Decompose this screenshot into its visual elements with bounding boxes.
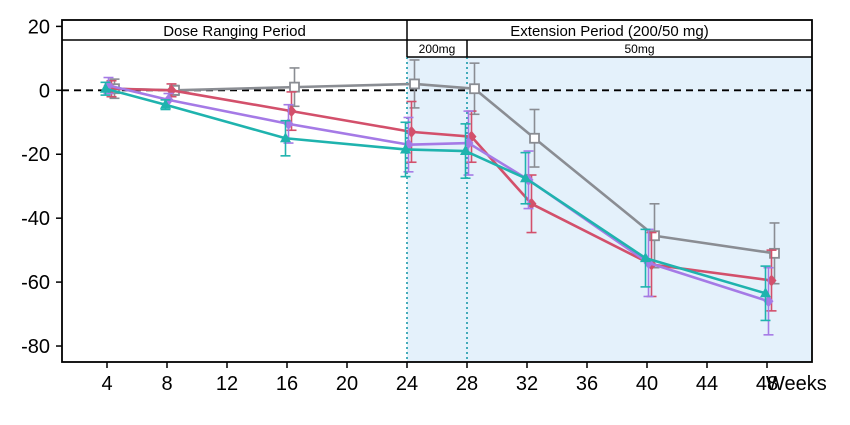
- x-tick-label: 8: [161, 373, 172, 395]
- data-point: [409, 78, 420, 90]
- x-axis-label: Weeks: [766, 373, 827, 395]
- data-point: [280, 132, 291, 143]
- y-tick-label: -40: [21, 208, 50, 230]
- y-tick-label: -80: [21, 336, 50, 358]
- series-line: [114, 82, 775, 255]
- plot-frame: [61, 19, 813, 363]
- data-series: [100, 59, 780, 336]
- extension-period-label: Extension Period (200/50 mg): [510, 23, 708, 40]
- data-point: [529, 132, 540, 144]
- y-tick-label: -60: [21, 272, 50, 294]
- x-tick-label: 48: [756, 373, 778, 395]
- series-0: [109, 59, 780, 285]
- data-point: [460, 145, 471, 156]
- 50mg-subperiod-label: 50mg: [624, 42, 654, 56]
- dose-ranging-period-label: Dose Ranging Period: [163, 23, 306, 40]
- series-3: [100, 81, 771, 322]
- period-dividers: [406, 57, 468, 362]
- data-point: [760, 287, 771, 298]
- x-tick-label: 44: [696, 373, 718, 395]
- x-tick-label: 4: [101, 373, 112, 395]
- data-point: [469, 83, 480, 95]
- y-tick-label: -20: [21, 144, 50, 166]
- series-line: [105, 87, 766, 295]
- series-line: [108, 84, 769, 303]
- x-tick-label: 24: [396, 373, 418, 395]
- data-point: [769, 247, 780, 259]
- x-tick-label: 20: [336, 373, 358, 395]
- data-point: [160, 98, 171, 109]
- data-point: [520, 172, 531, 183]
- x-tick-label: 12: [216, 373, 238, 395]
- x-tick-label: 28: [456, 373, 478, 395]
- data-point: [100, 82, 111, 93]
- x-tick-label: 32: [516, 373, 538, 395]
- y-tick-label: 20: [28, 16, 50, 38]
- x-tick-label: 40: [636, 373, 658, 395]
- x-tick-label: 16: [276, 373, 298, 395]
- data-point: [289, 81, 300, 93]
- period-header: Dose Ranging Period Extension Period (20…: [62, 20, 812, 58]
- 200mg-subperiod-label: 200mg: [419, 42, 456, 56]
- axes: [61, 19, 813, 363]
- x-tick-label: 36: [576, 373, 598, 395]
- series-line: [111, 87, 772, 282]
- data-point: [649, 230, 660, 242]
- data-point: [640, 252, 651, 263]
- data-point: [400, 143, 411, 154]
- y-tick-label: 0: [39, 80, 50, 102]
